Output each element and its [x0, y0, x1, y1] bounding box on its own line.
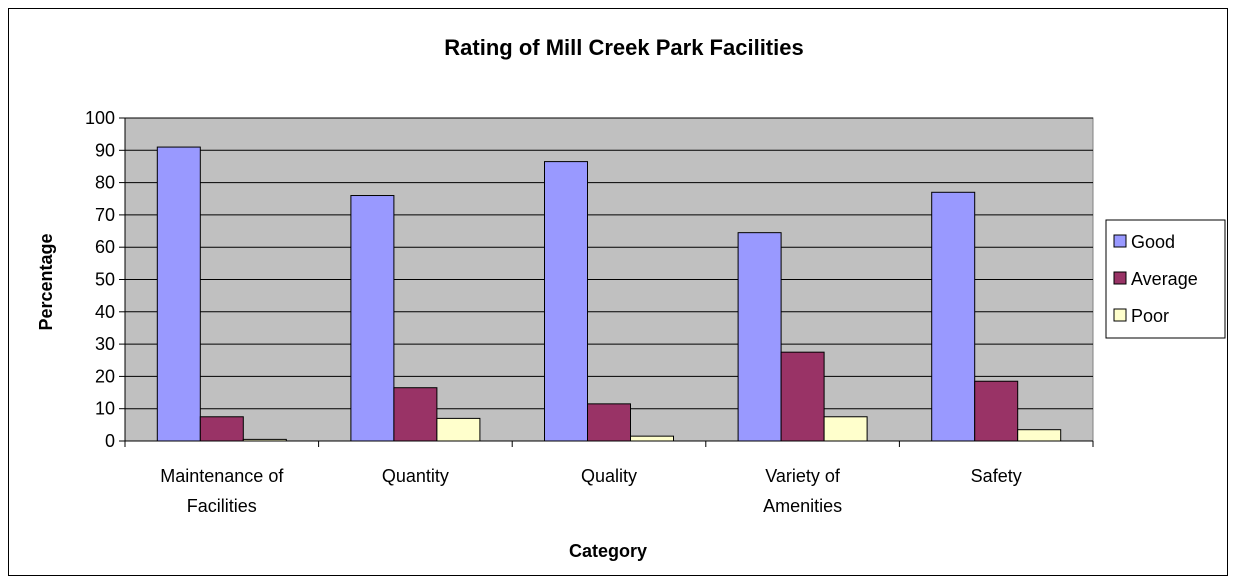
x-category-label: Variety of — [765, 466, 841, 486]
y-tick-label: 70 — [95, 205, 115, 225]
x-axis-title: Category — [569, 541, 647, 561]
legend-label-average: Average — [1131, 269, 1198, 289]
legend-swatch-average — [1113, 271, 1127, 285]
y-tick-label: 10 — [95, 399, 115, 419]
bar-good — [350, 195, 395, 442]
legend-swatch-poor — [1113, 308, 1127, 322]
y-tick-label: 0 — [105, 431, 115, 451]
x-category-label: Quality — [581, 466, 637, 486]
bar-good — [156, 146, 201, 442]
bar-average — [587, 403, 631, 442]
bar-poor — [823, 416, 868, 442]
y-tick-label: 60 — [95, 237, 115, 257]
y-tick-label: 80 — [95, 173, 115, 193]
bar-good — [544, 161, 588, 442]
x-category-label: Facilities — [187, 496, 257, 516]
bar-average — [393, 387, 438, 442]
x-category-label: Maintenance of — [160, 466, 284, 486]
chart-title: Rating of Mill Creek Park Facilities — [444, 35, 803, 60]
legend-label-good: Good — [1131, 232, 1175, 252]
bar-poor — [630, 435, 674, 442]
legend-swatch-good — [1113, 234, 1127, 248]
y-tick-label: 30 — [95, 334, 115, 354]
y-tick-label: 40 — [95, 302, 115, 322]
bar-poor — [436, 417, 481, 442]
legend-label-poor: Poor — [1131, 306, 1169, 326]
y-axis-title: Percentage — [36, 233, 56, 330]
bar-average — [199, 416, 244, 442]
bar-poor — [1017, 429, 1062, 442]
y-tick-label: 20 — [95, 366, 115, 386]
bar-average — [974, 380, 1019, 442]
bar-poor — [242, 438, 287, 442]
legend: Good Average Poor — [1105, 219, 1226, 339]
bar-good — [931, 191, 976, 442]
y-tick-label: 90 — [95, 140, 115, 160]
x-category-label: Safety — [971, 466, 1022, 486]
bar-good — [737, 232, 782, 442]
y-tick-label: 50 — [95, 270, 115, 290]
x-category-label: Amenities — [763, 496, 842, 516]
bar-average — [780, 351, 825, 442]
y-tick-label: 100 — [85, 108, 115, 128]
x-category-label: Quantity — [382, 466, 449, 486]
